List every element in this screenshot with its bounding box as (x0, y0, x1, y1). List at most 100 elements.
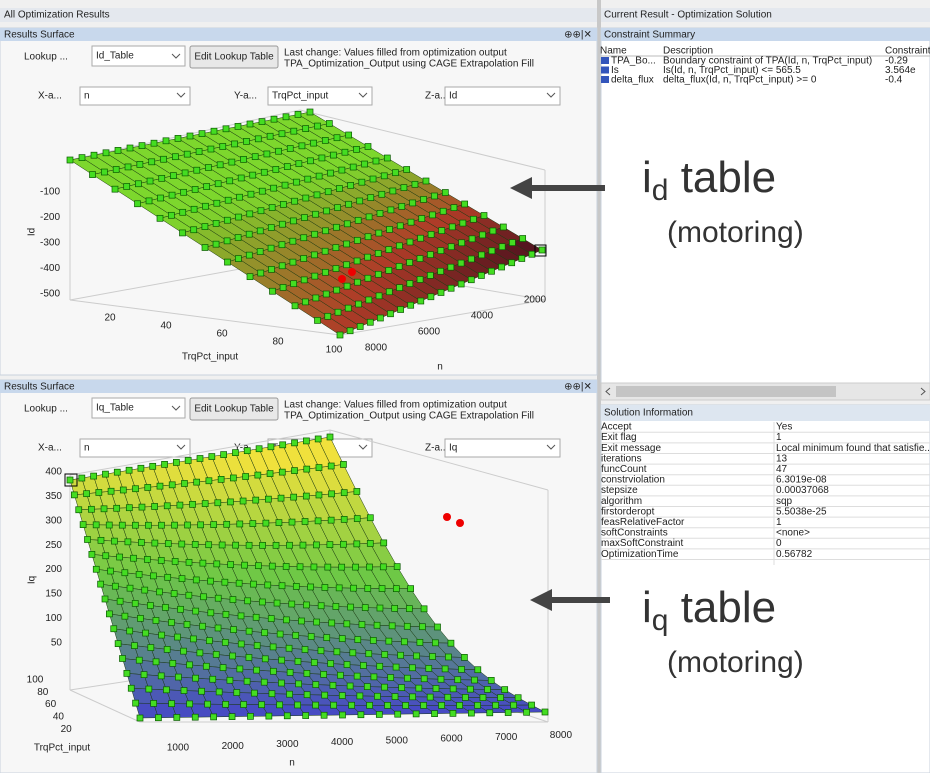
grid-node-marker[interactable] (75, 506, 83, 514)
grid-node-marker[interactable] (471, 676, 478, 684)
grid-node-marker[interactable] (135, 570, 143, 578)
grid-node-marker[interactable] (349, 649, 357, 657)
grid-node-marker[interactable] (79, 521, 87, 528)
grid-node-marker[interactable] (374, 270, 382, 278)
grid-node-marker[interactable] (250, 689, 258, 697)
grid-node-marker[interactable] (205, 164, 212, 171)
grid-node-marker[interactable] (294, 657, 302, 665)
grid-node-marker[interactable] (230, 474, 237, 482)
grid-node-marker[interactable] (141, 586, 149, 594)
splitter[interactable] (597, 0, 601, 773)
grid-node-marker[interactable] (321, 247, 329, 255)
grid-node-marker[interactable] (294, 701, 301, 709)
grid-node-marker[interactable] (158, 631, 165, 639)
grid-node-marker[interactable] (488, 267, 495, 275)
grid-node-marker[interactable] (315, 464, 323, 471)
grid-node-marker[interactable] (199, 622, 206, 630)
grid-node-marker[interactable] (246, 273, 254, 281)
grid-node-marker[interactable] (192, 674, 199, 682)
grid-node-marker[interactable] (221, 578, 229, 586)
grid-node-marker[interactable] (353, 540, 361, 548)
grid-node-marker[interactable] (310, 139, 317, 147)
grid-node-marker[interactable] (327, 169, 334, 177)
grid-node-marker[interactable] (78, 474, 86, 482)
grid-node-marker[interactable] (393, 563, 401, 570)
grid-node-marker[interactable] (192, 576, 200, 584)
grid-node-marker[interactable] (326, 541, 334, 548)
grid-node-marker[interactable] (292, 631, 300, 639)
grid-node-marker[interactable] (484, 686, 491, 693)
grid-node-marker[interactable] (391, 693, 399, 700)
grid-node-marker[interactable] (286, 669, 294, 676)
grid-node-marker[interactable] (156, 588, 163, 596)
grid-node-marker[interactable] (369, 175, 377, 183)
grid-node-marker[interactable] (146, 177, 154, 185)
grid-node-marker[interactable] (213, 560, 221, 568)
grid-node-marker[interactable] (290, 127, 298, 135)
grid-node-marker[interactable] (437, 675, 445, 683)
grid-node-marker[interactable] (168, 191, 176, 199)
grid-node-marker[interactable] (202, 202, 209, 210)
grid-node-marker[interactable] (212, 240, 220, 248)
grid-node-marker[interactable] (164, 573, 172, 581)
grid-node-marker[interactable] (338, 166, 346, 174)
grid-node-marker[interactable] (302, 298, 309, 306)
grid-node-marker[interactable] (296, 563, 304, 571)
grid-node-marker[interactable] (431, 710, 438, 717)
grid-node-marker[interactable] (126, 144, 134, 152)
grid-node-marker[interactable] (192, 607, 200, 615)
grid-node-marker[interactable] (146, 602, 154, 609)
grid-node-marker[interactable] (204, 700, 211, 708)
grid-node-marker[interactable] (183, 150, 191, 158)
grid-node-marker[interactable] (343, 661, 351, 668)
grid-node-marker[interactable] (116, 597, 124, 605)
grid-node-marker[interactable] (177, 605, 184, 613)
grid-node-marker[interactable] (135, 656, 143, 664)
z-axis-dropdown[interactable] (444, 438, 561, 458)
grid-node-marker[interactable] (239, 497, 247, 505)
grid-node-marker[interactable] (111, 582, 119, 590)
grid-node-marker[interactable] (114, 147, 122, 154)
grid-node-marker[interactable] (413, 652, 420, 660)
grid-node-marker[interactable] (396, 222, 404, 230)
grid-node-marker[interactable] (302, 125, 309, 132)
grid-node-marker[interactable] (336, 331, 344, 339)
grid-node-marker[interactable] (329, 681, 337, 689)
grid-node-marker[interactable] (412, 710, 420, 718)
grid-node-marker[interactable] (145, 521, 152, 529)
grid-node-marker[interactable] (169, 660, 177, 667)
grid-node-marker[interactable] (119, 486, 127, 494)
grid-node-marker[interactable] (232, 449, 239, 456)
grid-node-marker[interactable] (156, 214, 164, 222)
grid-node-marker[interactable] (230, 626, 237, 633)
grid-node-marker[interactable] (208, 453, 216, 460)
grid-node-marker[interactable] (479, 231, 486, 239)
grid-node-marker[interactable] (492, 701, 499, 709)
grid-node-marker[interactable] (392, 663, 400, 671)
grid-node-marker[interactable] (163, 502, 171, 510)
grid-node-marker[interactable] (343, 282, 351, 290)
grid-node-marker[interactable] (237, 174, 245, 182)
grid-node-marker[interactable] (245, 251, 253, 259)
grid-node-marker[interactable] (174, 633, 181, 641)
grid-node-marker[interactable] (385, 637, 393, 645)
grid-node-marker[interactable] (131, 642, 138, 649)
grid-node-marker[interactable] (181, 480, 188, 487)
grid-node-marker[interactable] (332, 244, 340, 251)
grid-node-marker[interactable] (337, 671, 344, 679)
grid-node-marker[interactable] (102, 552, 110, 560)
grid-node-marker[interactable] (214, 180, 222, 188)
grid-node-marker[interactable] (214, 499, 222, 507)
grid-node-marker[interactable] (364, 585, 372, 592)
grid-node-marker[interactable] (334, 308, 342, 316)
grid-node-marker[interactable] (441, 665, 449, 673)
grid-node-marker[interactable] (111, 185, 119, 193)
grid-node-marker[interactable] (268, 690, 276, 698)
grid-node-marker[interactable] (227, 561, 235, 568)
grid-node-marker[interactable] (235, 579, 243, 587)
grid-node-marker[interactable] (310, 563, 318, 571)
grid-node-marker[interactable] (322, 227, 329, 235)
grid-node-marker[interactable] (264, 581, 272, 589)
grid-node-marker[interactable] (198, 687, 205, 695)
grid-node-marker[interactable] (336, 185, 343, 192)
